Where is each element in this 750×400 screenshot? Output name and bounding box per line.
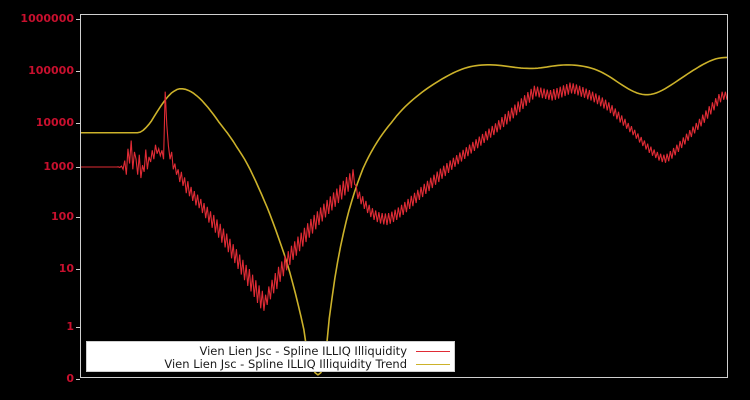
legend-label-illiquidity-trend: Vien Lien Jsc - Spline ILLIQ Illiquidity…	[164, 356, 407, 371]
series-line-illiquidity	[81, 82, 727, 311]
y-axis-tick-mark	[76, 379, 80, 380]
legend-swatch-illiquidity-trend	[416, 363, 450, 365]
y-axis-tick-label: 10	[58, 262, 74, 275]
y-axis-tick-label: 10000	[35, 116, 74, 129]
y-axis-tick-mark	[76, 217, 80, 218]
y-axis-tick-label: 1	[66, 320, 74, 333]
plot-canvas	[81, 56, 727, 376]
plot-area	[80, 14, 728, 378]
y-axis-tick-label: 1000	[43, 160, 74, 173]
y-axis-tick-mark	[76, 269, 80, 270]
y-axis-tick-label: 0	[66, 372, 74, 385]
y-axis-tick-mark	[76, 71, 80, 72]
y-axis-tick-label: 100	[51, 210, 74, 223]
y-axis-tick-mark	[76, 167, 80, 168]
y-axis-tick-label: 1000000	[20, 12, 74, 25]
chart-legend: Vien Lien Jsc - Spline ILLIQ Illiquidity…	[86, 341, 455, 372]
y-axis-tick-mark	[76, 327, 80, 328]
series-group	[81, 56, 727, 376]
y-axis-tick-label: 100000	[28, 64, 74, 77]
legend-label-illiquidity: Vien Lien Jsc - Spline ILLIQ Illiquidity	[199, 343, 408, 358]
y-axis-tick-mark	[76, 123, 80, 124]
legend-entry-illiquidity: Vien Lien Jsc - Spline ILLIQ Illiquidity	[199, 343, 450, 358]
legend-swatch-illiquidity	[416, 350, 450, 352]
y-axis-tick-mark	[76, 19, 80, 20]
legend-entry-illiquidity-trend: Vien Lien Jsc - Spline ILLIQ Illiquidity…	[164, 357, 450, 371]
series-line-illiquidity-trend	[81, 56, 727, 376]
